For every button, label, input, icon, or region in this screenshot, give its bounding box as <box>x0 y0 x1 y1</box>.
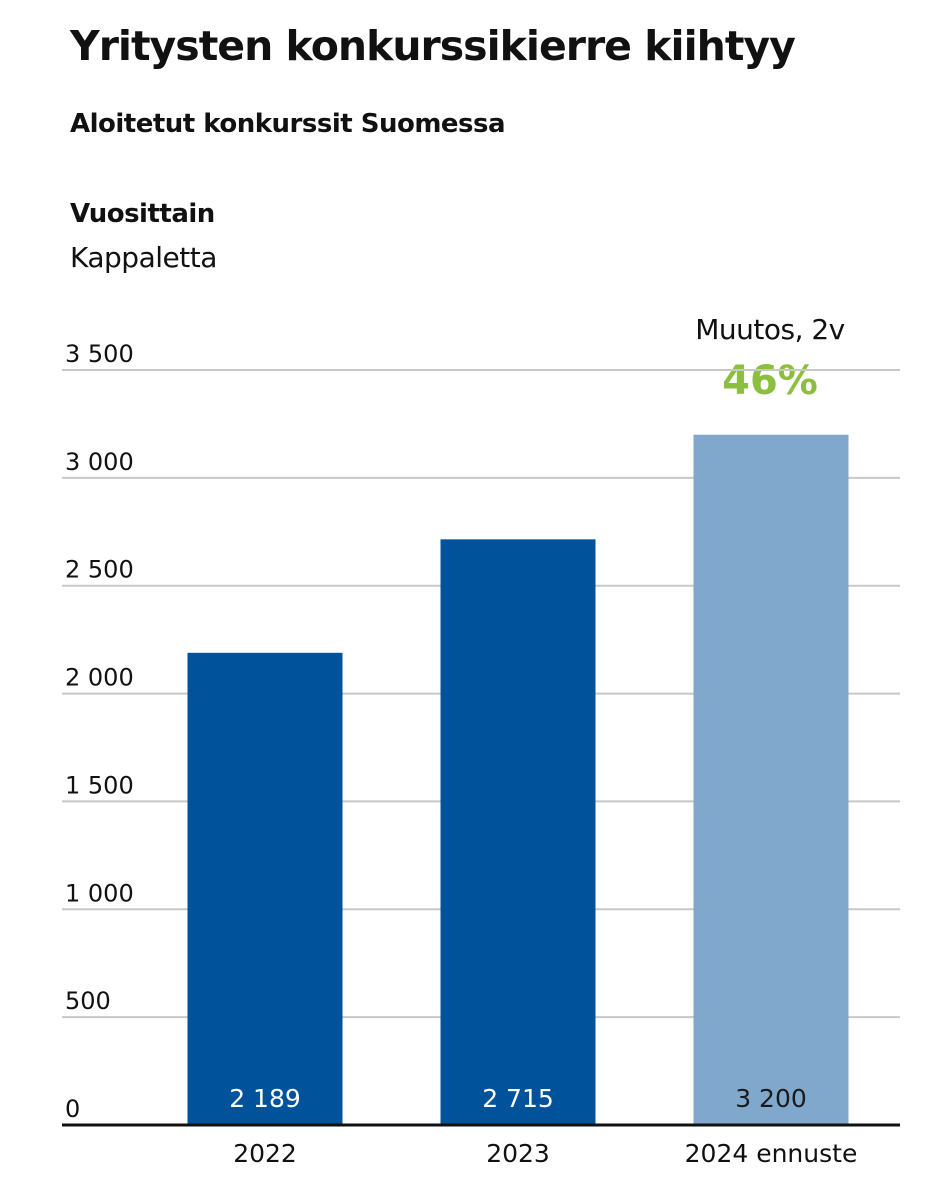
x-tick-label: 2022 <box>233 1139 297 1168</box>
bar-value-label: 3 200 <box>735 1084 807 1113</box>
change-value: 46% <box>722 358 818 404</box>
y-tick-label: 500 <box>65 987 111 1015</box>
y-tick-label: 2 500 <box>65 556 134 584</box>
y-tick-label: 3 000 <box>65 448 134 476</box>
y-tick-label: 1 500 <box>65 771 134 799</box>
y-tick-label: 2 000 <box>65 664 134 692</box>
chart-title: Yritysten konkurssikierre kiihtyy <box>70 22 796 70</box>
bar <box>187 652 343 1125</box>
bar <box>440 539 596 1125</box>
y-tick-label: 3 500 <box>65 340 134 368</box>
unit-label: Kappaletta <box>70 241 217 274</box>
bar <box>693 434 849 1125</box>
y-tick-label: 0 <box>65 1095 80 1123</box>
bar-value-label: 2 189 <box>229 1084 301 1113</box>
y-tick-label: 1 000 <box>65 879 134 907</box>
chart-subtitle: Aloitetut konkurssit Suomessa <box>70 109 506 139</box>
bar-value-label: 2 715 <box>482 1084 554 1113</box>
change-label: Muutos, 2v <box>695 313 845 346</box>
x-tick-label: 2024 ennuste <box>685 1139 858 1168</box>
frequency-label: Vuosittain <box>70 199 215 229</box>
x-tick-label: 2023 <box>486 1139 550 1168</box>
